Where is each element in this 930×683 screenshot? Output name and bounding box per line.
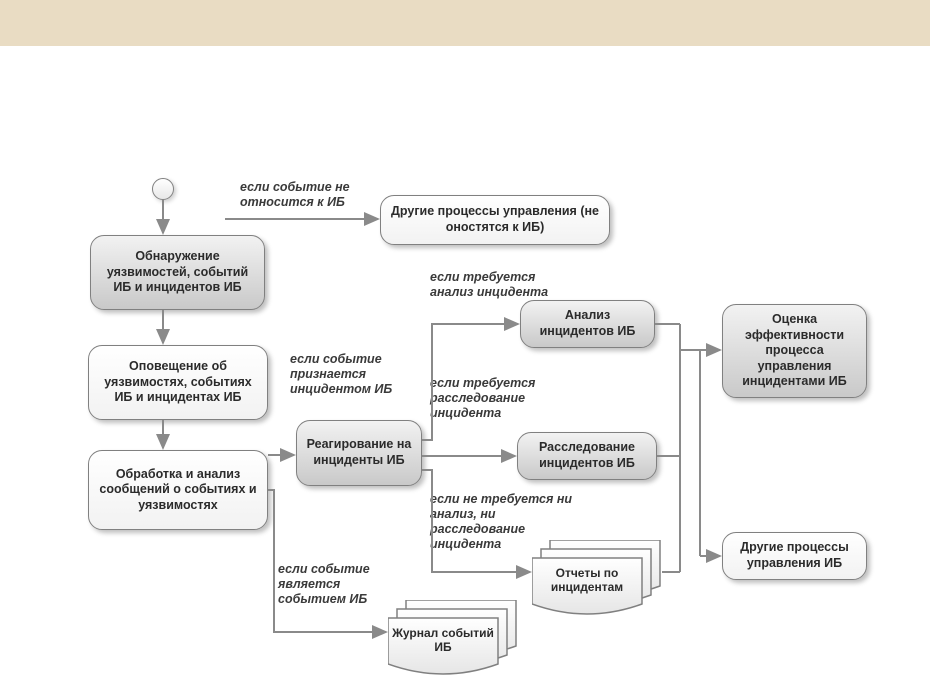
edge-label: если событие признается инцидентом ИБ	[290, 352, 420, 397]
node-label: Реагирование на инциденты ИБ	[305, 437, 413, 468]
start-node	[152, 178, 174, 200]
node-label: Анализ инцидентов ИБ	[529, 308, 646, 339]
node-evaluation: Оценка эффективности процесса управления…	[722, 304, 867, 398]
edge-label: если требуется анализ инцидента	[430, 270, 570, 300]
node-processing: Обработка и анализ сообщений о событиях …	[88, 450, 268, 530]
node-label: Оповещение об уязвимостях, событиях ИБ и…	[97, 359, 259, 406]
node-label: Другие процессы управления ИБ	[731, 540, 858, 571]
node-analysis: Анализ инцидентов ИБ	[520, 300, 655, 348]
node-label: Обработка и анализ сообщений о событиях …	[97, 467, 259, 514]
edge-label: если требуется расследование инцидента	[430, 376, 570, 421]
node-label: Другие процессы управления (не оностятся…	[389, 204, 601, 235]
flowchart-canvas: Обнаружение уязвимостей, событий ИБ и ин…	[0, 0, 930, 683]
doc-label: Журнал событий ИБ	[388, 626, 498, 655]
node-label: Расследование инцидентов ИБ	[526, 440, 648, 471]
node-investigation: Расследование инцидентов ИБ	[517, 432, 657, 480]
edge-label: если событие является событием ИБ	[278, 562, 398, 607]
node-response: Реагирование на инциденты ИБ	[296, 420, 422, 486]
doc-label: Отчеты по инцидентам	[532, 566, 642, 595]
node-label: Оценка эффективности процесса управления…	[731, 312, 858, 390]
edge-label: если не требуется ни анализ, ни расследо…	[430, 492, 580, 552]
edge-label: если событие не относится к ИБ	[240, 180, 375, 210]
node-other-processes: Другие процессы управления (не оностятся…	[380, 195, 610, 245]
node-other-ib: Другие процессы управления ИБ	[722, 532, 867, 580]
node-detection: Обнаружение уязвимостей, событий ИБ и ин…	[90, 235, 265, 310]
node-notification: Оповещение об уязвимостях, событиях ИБ и…	[88, 345, 268, 420]
node-label: Обнаружение уязвимостей, событий ИБ и ин…	[99, 249, 256, 296]
